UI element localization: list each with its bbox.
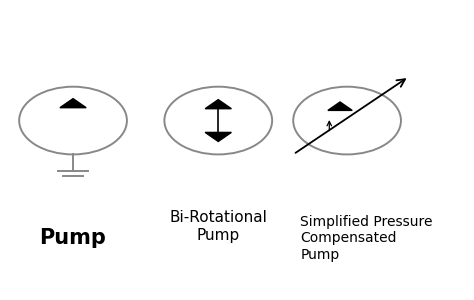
Polygon shape [205,100,231,109]
Text: Pump: Pump [40,228,107,248]
Text: Simplified Pressure
Compensated
Pump: Simplified Pressure Compensated Pump [300,215,433,262]
Polygon shape [328,102,352,110]
Circle shape [164,87,272,154]
Text: Bi-Rotational
Pump: Bi-Rotational Pump [169,210,267,243]
Circle shape [293,87,401,154]
Circle shape [19,87,127,154]
Polygon shape [60,99,86,108]
Polygon shape [205,132,231,142]
